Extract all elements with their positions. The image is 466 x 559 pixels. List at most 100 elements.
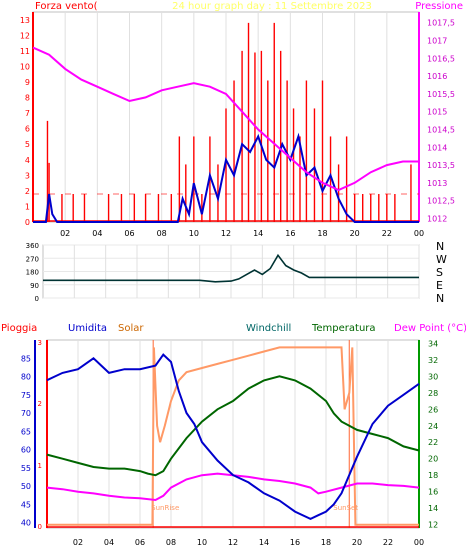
solar-line <box>47 346 419 526</box>
wind-x-tick: 08 <box>157 229 167 238</box>
wind-x-tick: 12 <box>221 229 231 238</box>
temperature-tick: 12 <box>428 521 438 530</box>
wind-direction-line <box>43 253 419 283</box>
pressure-right-tick: 1012 <box>427 214 447 223</box>
wind-x-tick: 22 <box>382 229 392 238</box>
climate-x-tick: 00 <box>414 538 424 547</box>
wind-left-tick: 1 <box>25 202 30 211</box>
wind-left-tick: 2 <box>25 187 30 196</box>
temperature-tick: 14 <box>428 504 438 513</box>
pressure-right-tick: 1016,5 <box>427 54 455 63</box>
wind-left-tick: 8 <box>25 94 30 103</box>
wind-x-tick: 18 <box>317 229 327 238</box>
wind-left-tick: 7 <box>25 109 30 118</box>
pressure-label: Pressione <box>415 1 463 12</box>
chart-title: 24 hour graph day : 11 Settembre 2023 <box>172 1 372 12</box>
temperature-tick: 22 <box>428 438 438 447</box>
direction-left-tick: 90 <box>30 282 39 290</box>
climate-x-tick: 10 <box>197 538 207 547</box>
humidity-tick: 50 <box>21 482 31 491</box>
wind-left-tick: 0 <box>25 218 30 227</box>
temperature-tick: 28 <box>428 389 438 398</box>
pressure-right-tick: 1013 <box>427 179 447 188</box>
direction-compass-label: N <box>436 292 444 305</box>
wind-left-tick: 13 <box>20 16 30 25</box>
direction-compass-label: S <box>436 266 443 279</box>
climate-legend-label: Temperatura <box>311 323 376 334</box>
wind-x-tick: 02 <box>60 229 70 238</box>
climate-x-tick: 18 <box>321 538 331 547</box>
pressure-right-tick: 1017,5 <box>427 19 455 28</box>
wind-left-tick: 12 <box>20 31 30 40</box>
humidity-tick: 80 <box>21 373 31 382</box>
climate-legend-label: Pioggia <box>1 323 37 334</box>
temperature-tick: 34 <box>428 339 438 348</box>
direction-left-tick: 0 <box>35 295 39 303</box>
pressure-line <box>32 46 419 192</box>
wind-left-tick: 6 <box>25 125 30 134</box>
climate-x-tick: 20 <box>352 538 362 547</box>
direction-left-tick: 360 <box>26 242 39 250</box>
temperature-tick: 30 <box>428 372 438 381</box>
climate-x-tick: 06 <box>135 538 145 547</box>
humidity-line <box>46 353 420 521</box>
humidity-tick: 40 <box>21 519 31 528</box>
climate-legend-label: Windchill <box>246 323 291 334</box>
wind-left-tick: 11 <box>20 47 30 56</box>
wind-left-tick: 4 <box>25 156 30 165</box>
temperature-tick: 20 <box>428 455 438 464</box>
wind-x-tick: 16 <box>285 229 295 238</box>
pressure-right-tick: 1012,5 <box>427 197 455 206</box>
climate-legend-label: Dew Point (°C) <box>394 323 466 334</box>
pressure-right-tick: 1014,5 <box>427 125 455 134</box>
wind-left-tick: 3 <box>25 171 30 180</box>
wind-left-tick: 10 <box>20 62 30 71</box>
pressure-right-tick: 1016 <box>427 72 447 81</box>
wind-x-tick: 00 <box>414 229 424 238</box>
humidity-tick: 65 <box>21 427 31 436</box>
pressure-right-tick: 1015,5 <box>427 90 455 99</box>
temperature-tick: 16 <box>428 488 438 497</box>
direction-compass-label: N <box>436 240 444 253</box>
wind-left-tick: 5 <box>25 140 30 149</box>
humidity-tick: 55 <box>21 464 31 473</box>
wind-x-tick: 10 <box>189 229 199 238</box>
temperature-tick: 24 <box>428 422 438 431</box>
pressure-right-tick: 1013,5 <box>427 161 455 170</box>
climate-legend-label: Umidita <box>68 323 107 334</box>
wind-left-label: Forza vento( <box>35 1 98 12</box>
rain-tick: 3 <box>38 339 42 347</box>
wind-x-tick: 06 <box>124 229 134 238</box>
sunset-label: SunSet <box>333 504 358 512</box>
temperature-tick: 32 <box>428 356 438 365</box>
wind-left-tick: 9 <box>25 78 30 87</box>
direction-left-tick: 180 <box>26 269 39 277</box>
climate-x-tick: 16 <box>290 538 300 547</box>
direction-compass-label: E <box>436 279 443 292</box>
climate-x-tick: 22 <box>383 538 393 547</box>
climate-x-tick: 02 <box>73 538 83 547</box>
climate-x-tick: 14 <box>259 538 269 547</box>
direction-compass-label: W <box>436 253 447 266</box>
climate-legend-label: Solar <box>118 323 144 334</box>
sunrise-label: SunRise <box>151 504 179 512</box>
temperature-tick: 26 <box>428 405 438 414</box>
wind-x-tick: 04 <box>92 229 102 238</box>
pressure-right-tick: 1015 <box>427 108 447 117</box>
rain-tick: 1 <box>38 462 42 470</box>
temperature-line <box>46 375 420 477</box>
humidity-tick: 60 <box>21 446 31 455</box>
humidity-tick: 70 <box>21 409 31 418</box>
humidity-tick: 75 <box>21 391 31 400</box>
direction-left-tick: 270 <box>26 255 39 263</box>
temperature-tick: 18 <box>428 471 438 480</box>
pressure-right-tick: 1017 <box>427 36 447 45</box>
pressure-right-tick: 1014 <box>427 143 447 152</box>
climate-x-tick: 04 <box>104 538 114 547</box>
wind-speed-line <box>33 132 419 223</box>
rain-tick: 2 <box>38 400 42 408</box>
wind-x-tick: 20 <box>350 229 360 238</box>
climate-x-tick: 12 <box>228 538 238 547</box>
